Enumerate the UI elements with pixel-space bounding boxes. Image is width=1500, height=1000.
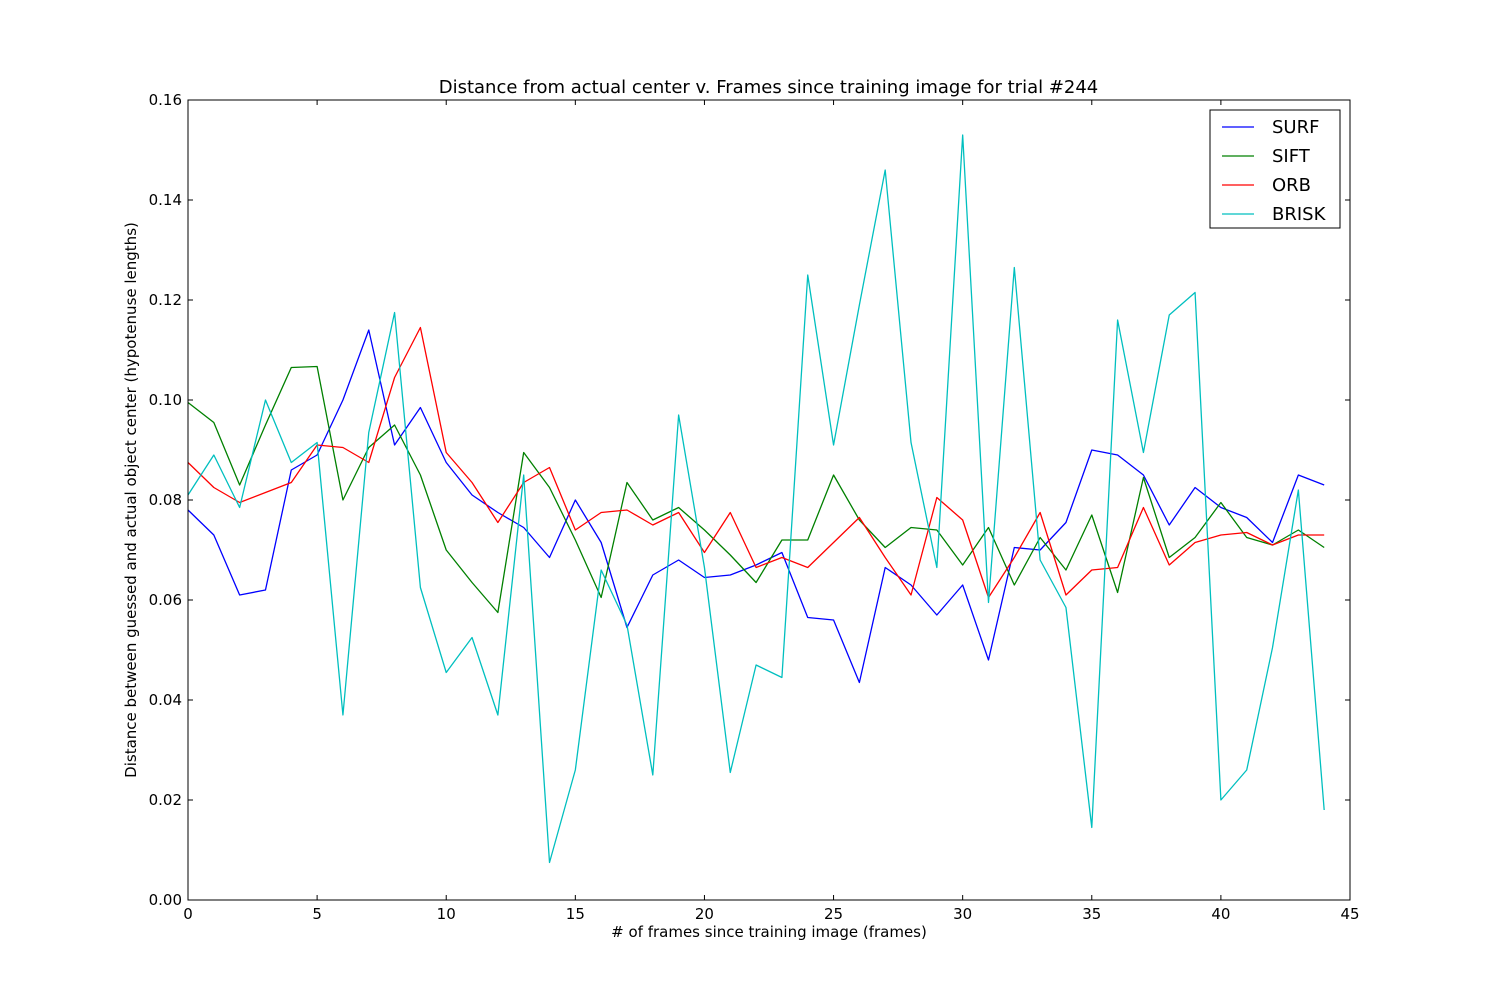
y-tick-label: 0.12 [149, 291, 182, 309]
y-tick-label: 0.14 [149, 191, 182, 209]
x-tick-label: 15 [566, 905, 585, 923]
x-tick-label: 20 [695, 905, 714, 923]
y-axis-label: Distance between guessed and actual obje… [122, 222, 140, 778]
x-tick-label: 45 [1340, 905, 1359, 923]
y-tick-label: 0.10 [149, 391, 182, 409]
x-tick-label: 30 [953, 905, 972, 923]
legend-label-surf: SURF [1272, 117, 1319, 138]
y-tick-label: 0.08 [149, 491, 182, 509]
y-tick-label: 0.06 [149, 591, 182, 609]
x-tick-label: 0 [183, 905, 193, 923]
x-tick-label: 35 [1082, 905, 1101, 923]
x-tick-label: 25 [824, 905, 843, 923]
x-tick-label: 10 [437, 905, 456, 923]
y-tick-label: 0.04 [149, 691, 182, 709]
legend-label-brisk: BRISK [1272, 204, 1327, 225]
y-tick-label: 0.02 [149, 791, 182, 809]
x-tick-label: 5 [312, 905, 322, 923]
legend-label-sift: SIFT [1272, 146, 1311, 167]
legend: SURF SIFT ORB BRISK [1210, 110, 1340, 228]
y-tick-label: 0.16 [149, 91, 182, 109]
x-tick-label: 40 [1211, 905, 1230, 923]
chart-title: Distance from actual center v. Frames si… [439, 77, 1099, 98]
legend-label-orb: ORB [1272, 175, 1311, 196]
y-tick-label: 0.00 [149, 891, 182, 909]
x-axis-label: # of frames since training image (frames… [611, 923, 927, 941]
